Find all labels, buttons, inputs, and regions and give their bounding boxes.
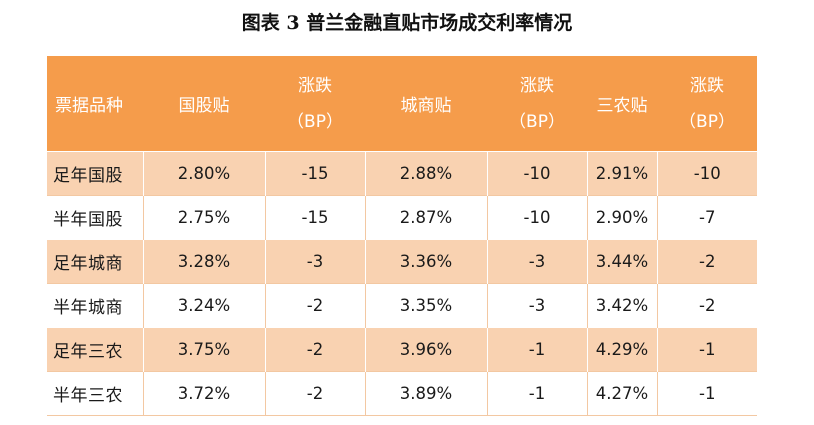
header-chengshang-change: 涨跌 （BP） xyxy=(487,56,587,152)
rate-table: 票据品种 国股贴 涨跌 （BP） 城商贴 涨跌 （BP） 三农贴 涨跌 （BP） xyxy=(47,56,757,416)
guogu-rate-cell: 2.75% xyxy=(142,195,265,240)
header-change-label: 涨跌 xyxy=(298,75,332,96)
header-change-label: 涨跌 xyxy=(520,75,554,96)
sannong-change-cell: -7 xyxy=(656,195,757,240)
table-row: 足年国股 2.80% -15 2.88% -10 2.91% -10 xyxy=(47,151,757,196)
chengshang-change-cell: -1 xyxy=(486,371,587,416)
bill-type-cell: 足年国股 xyxy=(47,151,143,196)
header-change-unit: （BP） xyxy=(679,111,735,132)
guogu-change-cell: -3 xyxy=(264,239,365,284)
table-row: 半年城商 3.24% -2 3.35% -3 3.42% -2 xyxy=(47,283,757,328)
chengshang-change-cell: -3 xyxy=(486,283,587,328)
guogu-rate-cell: 3.24% xyxy=(142,283,265,328)
bill-type-cell: 足年三农 xyxy=(47,327,143,372)
table-row: 足年城商 3.28% -3 3.36% -3 3.44% -2 xyxy=(47,239,757,284)
guogu-rate-cell: 3.28% xyxy=(142,239,265,284)
bill-type-cell: 半年三农 xyxy=(47,371,143,416)
sannong-rate-cell: 4.27% xyxy=(586,371,657,416)
sannong-change-cell: -1 xyxy=(656,327,757,372)
sannong-rate-cell: 2.91% xyxy=(586,151,657,196)
bill-type-cell: 半年国股 xyxy=(47,195,143,240)
guogu-rate-cell: 3.75% xyxy=(142,327,265,372)
chengshang-rate-cell: 3.35% xyxy=(364,283,487,328)
guogu-rate-cell: 2.80% xyxy=(142,151,265,196)
chengshang-rate-cell: 3.36% xyxy=(364,239,487,284)
bill-type-cell: 半年城商 xyxy=(47,283,143,328)
sannong-change-cell: -1 xyxy=(656,371,757,416)
chengshang-rate-cell: 3.89% xyxy=(364,371,487,416)
guogu-change-cell: -2 xyxy=(264,371,365,416)
sannong-change-cell: -2 xyxy=(656,283,757,328)
header-change-label: 涨跌 xyxy=(690,75,724,96)
sannong-rate-cell: 3.42% xyxy=(586,283,657,328)
table-row: 半年三农 3.72% -2 3.89% -1 4.27% -1 xyxy=(47,371,757,416)
header-guogu-rate: 国股贴 xyxy=(143,56,265,152)
figure-title: 图表 3 普兰金融直贴市场成交利率情况 xyxy=(241,12,573,34)
chengshang-rate-cell: 2.87% xyxy=(364,195,487,240)
guogu-change-cell: -15 xyxy=(264,151,365,196)
sannong-rate-cell: 3.44% xyxy=(586,239,657,284)
sannong-rate-cell: 2.90% xyxy=(586,195,657,240)
header-change-unit: （BP） xyxy=(509,111,565,132)
sannong-change-cell: -10 xyxy=(656,151,757,196)
header-chengshang-rate: 城商贴 xyxy=(365,56,487,152)
chengshang-change-cell: -1 xyxy=(486,327,587,372)
chengshang-change-cell: -3 xyxy=(486,239,587,284)
guogu-change-cell: -2 xyxy=(264,327,365,372)
table-header-row: 票据品种 国股贴 涨跌 （BP） 城商贴 涨跌 （BP） 三农贴 涨跌 （BP） xyxy=(47,56,757,152)
header-sannong-rate: 三农贴 xyxy=(587,56,657,152)
rate-table-container: 票据品种 国股贴 涨跌 （BP） 城商贴 涨跌 （BP） 三农贴 涨跌 （BP） xyxy=(47,56,757,416)
guogu-change-cell: -2 xyxy=(264,283,365,328)
chengshang-change-cell: -10 xyxy=(486,151,587,196)
sannong-change-cell: -2 xyxy=(656,239,757,284)
header-bill-type: 票据品种 xyxy=(47,56,143,152)
table-row: 半年国股 2.75% -15 2.87% -10 2.90% -7 xyxy=(47,195,757,240)
header-change-unit: （BP） xyxy=(287,111,343,132)
guogu-change-cell: -15 xyxy=(264,195,365,240)
chengshang-change-cell: -10 xyxy=(486,195,587,240)
bill-type-cell: 足年城商 xyxy=(47,239,143,284)
chengshang-rate-cell: 3.96% xyxy=(364,327,487,372)
table-row: 足年三农 3.75% -2 3.96% -1 4.29% -1 xyxy=(47,327,757,372)
sannong-rate-cell: 4.29% xyxy=(586,327,657,372)
chengshang-rate-cell: 2.88% xyxy=(364,151,487,196)
header-sannong-change: 涨跌 （BP） xyxy=(657,56,757,152)
header-guogu-change: 涨跌 （BP） xyxy=(265,56,365,152)
guogu-rate-cell: 3.72% xyxy=(142,371,265,416)
